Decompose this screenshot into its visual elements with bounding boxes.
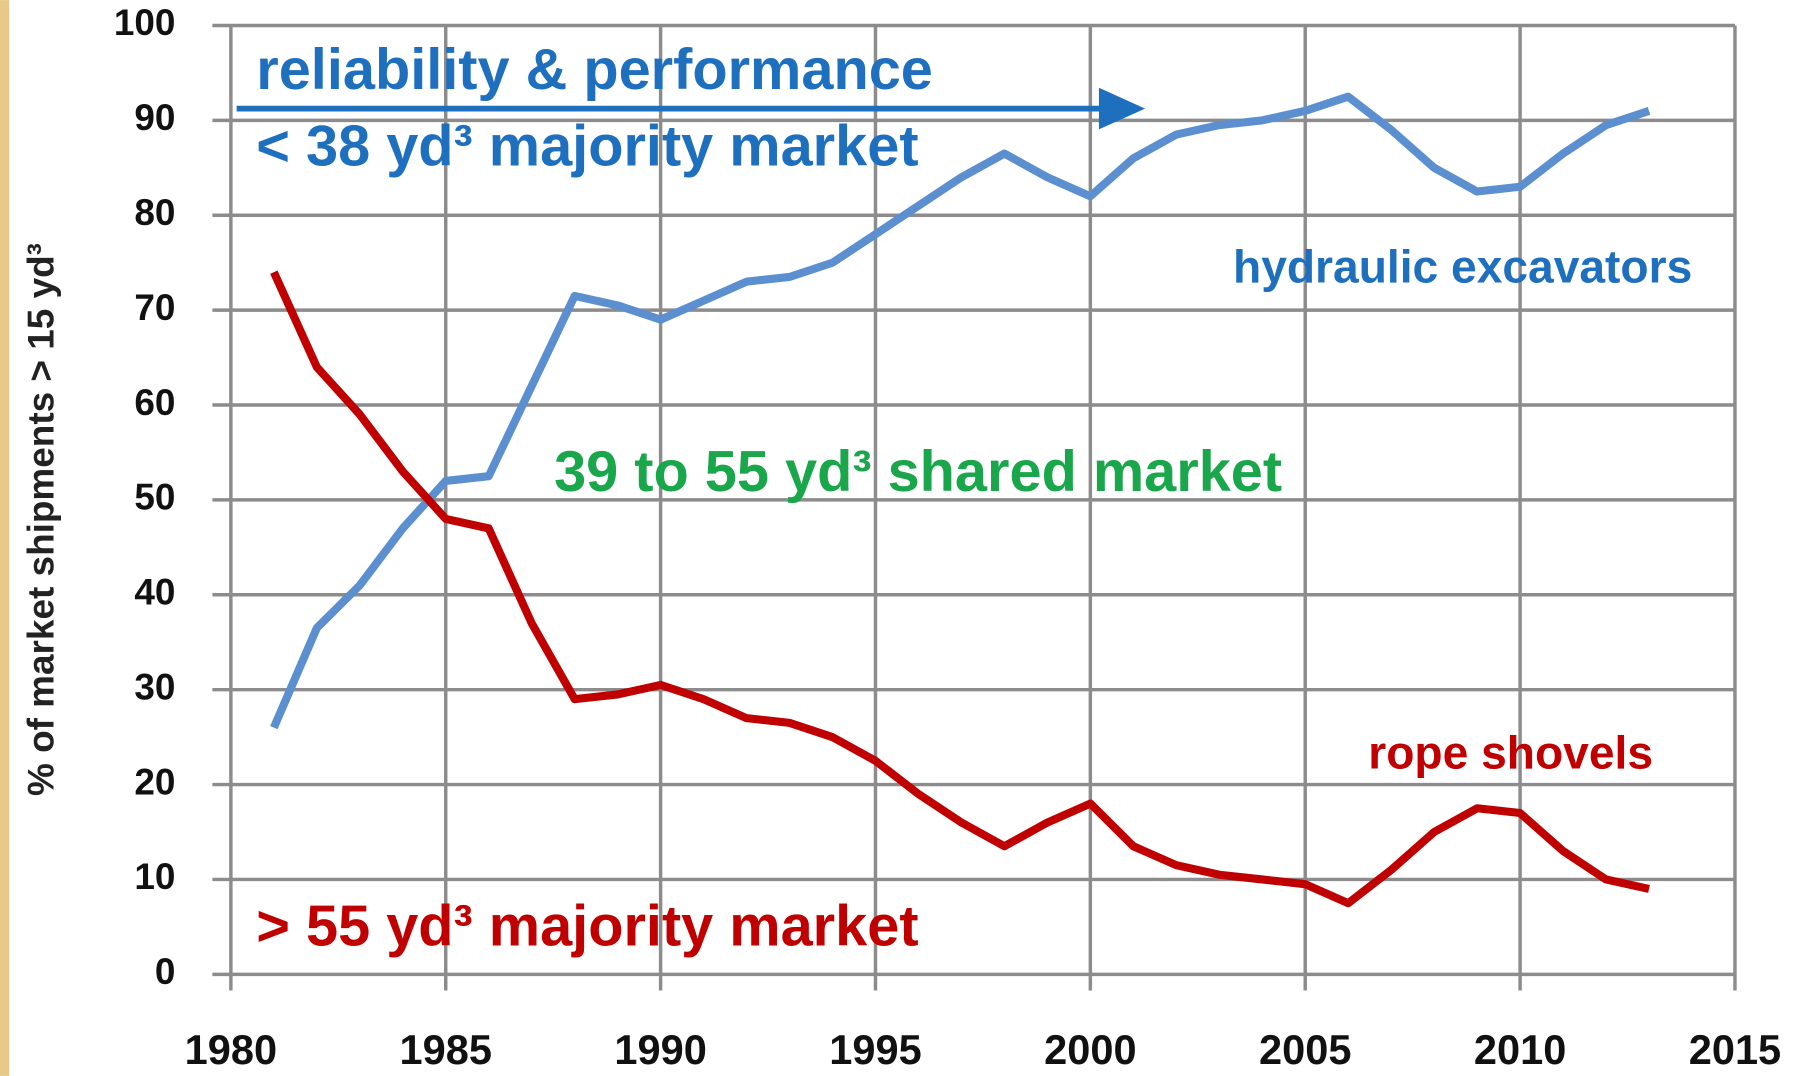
x-tick-label: 2000	[1044, 1026, 1136, 1073]
series-line	[270, 92, 1651, 730]
annotation: reliability & performance	[256, 38, 933, 102]
annotation: > 55 yd³ majority market	[256, 895, 918, 959]
side-border	[0, 0, 10, 1076]
y-tick-label: 30	[134, 666, 175, 707]
y-tick-label: 10	[134, 856, 175, 897]
series-label: rope shovels	[1368, 726, 1653, 778]
y-tick-label: 60	[134, 382, 175, 423]
x-tick-label: 2005	[1259, 1026, 1351, 1073]
y-tick-label: 50	[134, 477, 175, 518]
y-tick-label: 100	[114, 2, 176, 43]
series-label: hydraulic excavators	[1233, 240, 1692, 292]
y-tick-label: 80	[134, 192, 175, 233]
x-tick-label: 2010	[1474, 1026, 1566, 1073]
x-tick-label: 1985	[400, 1026, 492, 1073]
y-tick-label: 40	[134, 572, 175, 613]
y-tick-label: 20	[134, 761, 175, 802]
annotation: < 38 yd³ majority market	[256, 114, 918, 178]
x-tick-label: 1980	[185, 1026, 277, 1073]
series-line	[270, 270, 1650, 908]
x-tick-label: 1990	[614, 1026, 706, 1073]
annotation: 39 to 55 yd³ shared market	[554, 440, 1282, 504]
x-tick-label: 1995	[829, 1026, 921, 1073]
x-tick-label: 2015	[1689, 1026, 1781, 1073]
y-tick-label: 90	[134, 97, 175, 138]
arrow-head	[1098, 87, 1146, 130]
y-tick-label: 70	[134, 287, 175, 328]
y-tick-label: 0	[155, 951, 176, 992]
y-axis-label: % of market shipments > 15 yd³	[21, 243, 62, 796]
